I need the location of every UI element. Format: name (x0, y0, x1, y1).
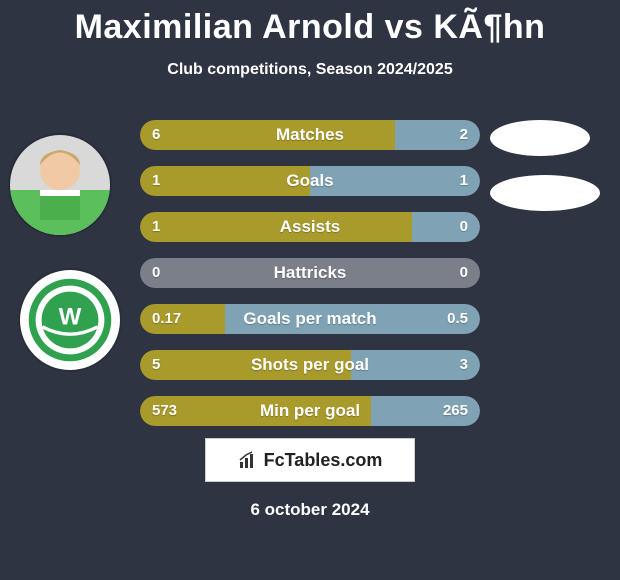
stat-row: Hattricks00 (140, 258, 480, 288)
stat-value-left: 1 (152, 166, 160, 196)
stat-value-right: 2 (460, 120, 468, 150)
stat-bar-right (310, 166, 480, 196)
player-right-club-logo (490, 175, 600, 211)
stat-value-left: 573 (152, 396, 177, 426)
stat-value-left: 6 (152, 120, 160, 150)
chart-icon (238, 450, 258, 470)
stat-row: Assists10 (140, 212, 480, 242)
stat-value-left: 0.17 (152, 304, 181, 334)
stat-value-right: 0.5 (447, 304, 468, 334)
stat-row: Matches62 (140, 120, 480, 150)
stat-value-right: 0 (460, 258, 468, 288)
stat-row: Goals per match0.170.5 (140, 304, 480, 334)
svg-text:W: W (59, 303, 82, 330)
stat-bar-left (140, 258, 480, 288)
club-logo-icon: W (27, 277, 113, 363)
stats-area: Matches62Goals11Assists10Hattricks00Goal… (140, 120, 480, 442)
stat-value-left: 0 (152, 258, 160, 288)
player-left-photo (10, 135, 110, 235)
stat-value-left: 5 (152, 350, 160, 380)
brand-badge[interactable]: FcTables.com (205, 438, 415, 482)
stat-bar-left (140, 166, 310, 196)
stat-value-right: 3 (460, 350, 468, 380)
page-title: Maximilian Arnold vs KÃ¶hn (0, 0, 620, 47)
stat-bar-left (140, 350, 351, 380)
brand-text: FcTables.com (264, 450, 383, 471)
stat-value-right: 0 (460, 212, 468, 242)
stat-value-left: 1 (152, 212, 160, 242)
stat-row: Shots per goal53 (140, 350, 480, 380)
stat-bar-right (412, 212, 480, 242)
stat-bar-right (225, 304, 480, 334)
stat-row: Goals11 (140, 166, 480, 196)
player-right-photo (490, 120, 590, 156)
subtitle: Club competitions, Season 2024/2025 (0, 61, 620, 79)
comparison-card: Maximilian Arnold vs KÃ¶hn Club competit… (0, 0, 620, 580)
stat-value-right: 1 (460, 166, 468, 196)
stat-value-right: 265 (443, 396, 468, 426)
date-label: 6 october 2024 (0, 500, 620, 520)
player-left-club-logo: W (20, 270, 120, 370)
stat-bar-left (140, 120, 395, 150)
player-avatar-icon (10, 135, 110, 235)
stat-bar-left (140, 212, 412, 242)
stat-row: Min per goal573265 (140, 396, 480, 426)
